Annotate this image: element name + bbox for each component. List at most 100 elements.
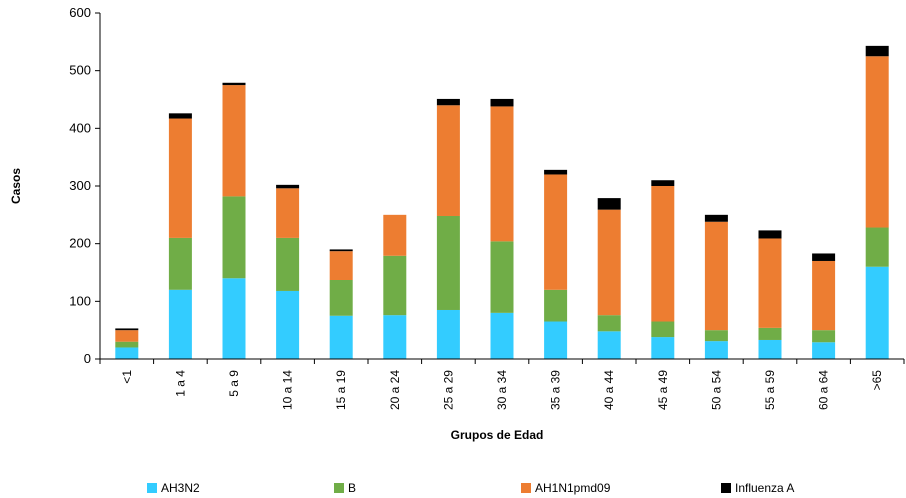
bar-segment xyxy=(544,174,568,290)
x-tick-label: 30 a 34 xyxy=(495,370,509,410)
x-tick-label: 50 a 54 xyxy=(709,370,723,410)
bar-segment xyxy=(383,255,407,316)
x-tick-label: 55 a 59 xyxy=(763,370,777,410)
bar-segment xyxy=(490,98,514,107)
y-axis-ticks: 0 100 200 300 400 500 600 xyxy=(69,5,100,366)
x-tick-label: 40 a 44 xyxy=(602,370,616,410)
bar-segment xyxy=(276,188,300,238)
bar-segment xyxy=(436,309,460,359)
bar-segment xyxy=(436,98,460,106)
bar-segment xyxy=(490,241,514,313)
y-tick-label: 0 xyxy=(84,351,91,366)
bar-segment xyxy=(115,347,139,359)
bar-segment xyxy=(490,106,514,242)
axes xyxy=(99,13,905,364)
x-tick-label: 5 a 9 xyxy=(227,370,241,397)
bar-segment xyxy=(812,260,836,331)
bar-segment xyxy=(758,230,782,239)
legend-label: AH3N2 xyxy=(161,481,200,495)
legend-swatch xyxy=(334,483,344,493)
bar-segment xyxy=(276,290,300,359)
bar-segment xyxy=(276,237,300,291)
legend-item: AH3N2 xyxy=(147,481,200,495)
bar-segment xyxy=(490,312,514,359)
y-tick-label: 300 xyxy=(69,178,91,193)
bar-segment xyxy=(383,214,407,256)
bar-segment xyxy=(544,169,568,175)
x-axis-title: Grupos de Edad xyxy=(451,428,544,442)
bar-segment xyxy=(115,328,139,331)
x-tick-label: 45 a 49 xyxy=(656,370,670,410)
x-tick-label: 25 a 29 xyxy=(441,370,455,410)
bar-segment xyxy=(758,339,782,359)
bars xyxy=(115,45,889,359)
y-tick-label: 600 xyxy=(69,5,91,20)
x-tick-label: 10 a 14 xyxy=(281,370,295,410)
bar-segment xyxy=(865,45,889,57)
bar-segment xyxy=(758,327,782,340)
legend-swatch xyxy=(721,483,731,493)
legend: AH3N2 B AH1N1pmd09 Influenza A xyxy=(0,481,906,497)
y-tick-label: 500 xyxy=(69,63,91,78)
bar-segment xyxy=(436,105,460,216)
bar-segment xyxy=(704,214,728,222)
bar-segment xyxy=(168,237,192,290)
x-tick-label: 20 a 24 xyxy=(388,370,402,410)
x-axis-ticks: <1 1 a 4 5 a 9 10 a 14 15 a 19 20 a 24 25 a 29… xyxy=(120,370,884,410)
bar-segment xyxy=(544,321,568,359)
bar-segment xyxy=(812,253,836,261)
x-tick-label: 15 a 19 xyxy=(334,370,348,410)
bar-segment xyxy=(222,196,246,279)
bar-segment xyxy=(865,227,889,267)
bar-segment xyxy=(812,330,836,343)
x-tick-label: <1 xyxy=(120,370,134,384)
bar-segment xyxy=(704,341,728,359)
stacked-bar-chart: 0 100 200 300 400 500 600 <1 1 a 4 5 a 9 10 a 14 1… xyxy=(9,5,905,442)
bar-segment xyxy=(812,342,836,359)
y-tick-label: 400 xyxy=(69,120,91,135)
bar-segment xyxy=(651,321,675,338)
bar-segment xyxy=(597,315,621,332)
legend-item: Influenza A xyxy=(721,481,794,495)
bar-segment xyxy=(329,315,353,359)
legend-swatch xyxy=(521,483,531,493)
bar-segment xyxy=(651,186,675,322)
bar-segment xyxy=(865,266,889,359)
y-tick-label: 100 xyxy=(69,293,91,308)
bar-segment xyxy=(597,331,621,359)
bar-segment xyxy=(865,56,889,228)
legend-item: AH1N1pmd09 xyxy=(521,481,610,495)
bar-segment xyxy=(383,315,407,359)
bar-segment xyxy=(222,85,246,197)
y-tick-label: 200 xyxy=(69,236,91,251)
bar-segment xyxy=(168,289,192,359)
bar-segment xyxy=(329,279,353,316)
bar-segment xyxy=(704,221,728,331)
legend-item: B xyxy=(334,481,356,495)
bar-segment xyxy=(651,180,675,186)
bar-segment xyxy=(222,278,246,359)
bar-segment xyxy=(168,118,192,238)
bar-segment xyxy=(276,184,300,189)
bar-segment xyxy=(436,215,460,310)
legend-swatch xyxy=(147,483,157,493)
x-tick-label: 1 a 4 xyxy=(173,370,187,397)
y-axis-title: Casos xyxy=(9,168,23,204)
bar-segment xyxy=(222,82,246,86)
x-tick-label: 60 a 64 xyxy=(817,370,831,410)
bar-segment xyxy=(544,289,568,322)
bar-segment xyxy=(651,337,675,359)
legend-label: B xyxy=(348,481,357,495)
bar-segment xyxy=(704,330,728,342)
bar-segment xyxy=(168,113,192,119)
bar-segment xyxy=(115,330,139,342)
bar-segment xyxy=(329,251,353,280)
x-tick-label: >65 xyxy=(870,370,884,391)
bar-segment xyxy=(115,341,139,348)
legend-label: Influenza A xyxy=(735,481,795,495)
bar-segment xyxy=(597,198,621,210)
legend-label: AH1N1pmd09 xyxy=(535,481,611,495)
bar-segment xyxy=(597,209,621,316)
bar-segment xyxy=(329,249,353,252)
bar-segment xyxy=(758,238,782,328)
